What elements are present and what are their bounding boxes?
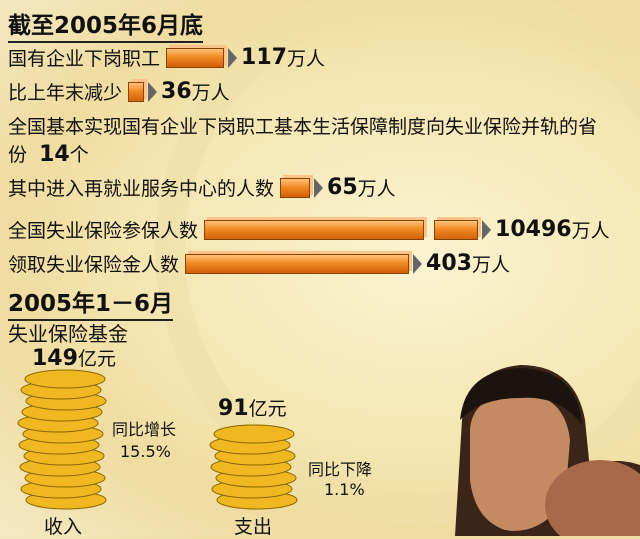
value: 117 bbox=[241, 45, 287, 70]
stat-row: 全国基本实现国有企业下岗职工基本生活保障制度向失业保险并轨的省份 14个 bbox=[8, 114, 608, 169]
bar bbox=[434, 219, 479, 240]
section-title: 2005年1－6月 bbox=[8, 284, 174, 321]
value: 65 bbox=[327, 175, 358, 200]
stat-row: 领取失业保险金人数 403 万人 bbox=[8, 250, 510, 277]
value: 91 bbox=[218, 396, 249, 421]
value: 36 bbox=[161, 79, 192, 104]
unit: 万人 bbox=[571, 220, 610, 242]
stat-row: 比上年末减少 36 万人 bbox=[8, 78, 230, 105]
value: 403 bbox=[426, 251, 472, 276]
label: 比上年末减少 bbox=[8, 82, 123, 104]
subtitle: 失业保险基金 bbox=[8, 322, 128, 346]
expense-amount: 91亿元 bbox=[218, 394, 287, 421]
arrow bbox=[228, 47, 238, 68]
arrow bbox=[413, 253, 423, 274]
label: 其中进入再就业服务中心的人数 bbox=[8, 178, 275, 200]
arrow bbox=[482, 219, 492, 240]
unit: 万人 bbox=[471, 254, 510, 276]
coin bbox=[213, 424, 295, 444]
expense-label: 支出 bbox=[234, 516, 273, 538]
value: 14 bbox=[39, 142, 70, 167]
unit: 亿元 bbox=[248, 398, 287, 420]
unit: 万人 bbox=[191, 82, 230, 104]
change-label: 同比增长 bbox=[112, 420, 177, 439]
unit: 个 bbox=[69, 144, 89, 166]
stat-row: 其中进入再就业服务中心的人数 65 万人 bbox=[8, 174, 396, 201]
income-label: 收入 bbox=[44, 516, 83, 538]
stat-row: 国有企业下岗职工 117 万人 bbox=[8, 44, 325, 71]
arrow bbox=[148, 81, 158, 102]
label: 国有企业下岗职工 bbox=[8, 48, 161, 70]
bar bbox=[128, 81, 145, 102]
bar bbox=[280, 177, 311, 198]
label: 领取失业保险金人数 bbox=[8, 254, 180, 276]
change-value: 1.1% bbox=[324, 480, 365, 499]
unit: 万人 bbox=[286, 48, 325, 70]
bar bbox=[185, 253, 410, 274]
income-amount: 149亿元 bbox=[32, 344, 116, 371]
bar bbox=[166, 47, 225, 68]
stat-row: 全国失业保险参保人数 10496 万人 bbox=[8, 216, 610, 243]
change-value: 15.5% bbox=[120, 442, 171, 461]
label: 全国失业保险参保人数 bbox=[8, 220, 199, 242]
value: 10496 bbox=[495, 217, 572, 242]
arrow bbox=[314, 177, 324, 198]
unit: 万人 bbox=[357, 178, 396, 200]
unit: 亿元 bbox=[77, 348, 116, 370]
change-label: 同比下降 bbox=[308, 460, 373, 479]
label: 全国基本实现国有企业下岗职工基本生活保障制度向失业保险并轨的省份 bbox=[8, 116, 598, 166]
coin bbox=[24, 369, 106, 389]
section-title: 截至2005年6月底 bbox=[8, 6, 204, 43]
value: 149 bbox=[32, 346, 78, 371]
bar bbox=[204, 219, 425, 240]
